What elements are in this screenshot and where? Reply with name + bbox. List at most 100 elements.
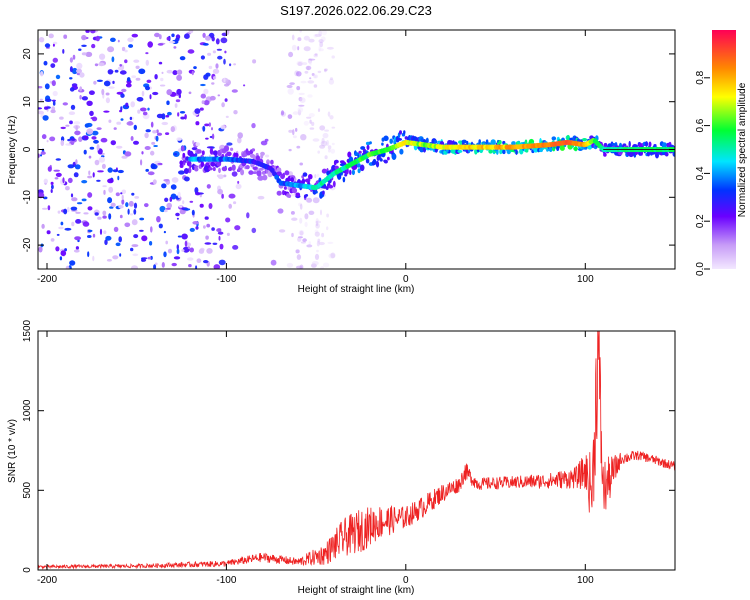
spectrogram-noise-point xyxy=(102,215,107,219)
spectrogram-noise-point xyxy=(38,37,45,43)
spectrogram-noise-point xyxy=(85,30,90,33)
spectrogram-noise-point xyxy=(119,214,123,219)
spectrogram-noise-point xyxy=(72,54,76,60)
spectrogram-noise-point xyxy=(173,256,181,260)
spectrogram-noise-point xyxy=(145,129,151,133)
spectrogram-noise-point xyxy=(124,59,128,64)
spectrogram-noise-point xyxy=(174,103,178,108)
spectrogram-ridge-halo xyxy=(270,159,274,165)
spectrogram-noise-point xyxy=(175,99,181,103)
snr-y-label: SNR (10 * v/v) xyxy=(7,419,18,483)
spectrogram-noise-point xyxy=(314,75,317,79)
spectrogram-noise-point xyxy=(75,211,81,214)
spectrogram-ridge-halo xyxy=(628,140,631,148)
spectrogram-noise-point xyxy=(78,136,83,142)
spectrogram-noise-point xyxy=(74,164,81,170)
spectrogram-noise-point xyxy=(326,226,329,231)
spectrogram-noise-point xyxy=(125,83,132,88)
spectrogram-noise-point xyxy=(71,67,78,75)
spectrogram-noise-point xyxy=(70,193,74,198)
spectrogram-ridge-halo xyxy=(347,151,352,158)
spectrogram-noise-point xyxy=(140,159,143,166)
spectrogram-ridge-halo xyxy=(251,148,256,152)
spectrogram-noise-point xyxy=(121,46,126,52)
spectrogram-noise-point xyxy=(211,36,215,42)
spectrogram-noise-point xyxy=(187,246,191,249)
spectrogram-ridge-halo xyxy=(485,139,489,145)
spectrogram-noise-point xyxy=(131,219,138,226)
spectrogram-noise-point xyxy=(308,58,316,61)
spectrogram-ridge-halo xyxy=(208,167,213,171)
spectrogram-noise-point xyxy=(115,192,120,197)
spectrogram-noise-point xyxy=(87,175,93,179)
spectrogram-noise-point xyxy=(103,189,106,195)
spectrogram-noise-point xyxy=(326,46,334,50)
spectrogram-noise-point xyxy=(315,218,319,224)
spectrogram-noise-point xyxy=(296,86,301,91)
spectrogram-noise-point xyxy=(288,148,292,152)
spectrogram-noise-point xyxy=(235,183,242,190)
spectrogram-noise-point xyxy=(211,227,215,231)
spectrogram-noise-point xyxy=(79,72,85,78)
spectrogram-noise-point xyxy=(318,241,325,246)
spectrogram-noise-point xyxy=(226,142,233,146)
spectrogram-noise-point xyxy=(331,55,335,59)
spectrogram-noise-point xyxy=(187,49,195,54)
spectrogram-noise-point xyxy=(147,41,153,48)
spectrogram-noise-point xyxy=(156,113,164,119)
spectrogram-noise-point xyxy=(98,62,105,67)
snr-x-tick-label: 100 xyxy=(577,575,594,586)
spectrogram-ridge-halo xyxy=(358,150,362,154)
spectrogram-ridge-halo xyxy=(356,163,361,168)
spectrogram-noise-point xyxy=(144,203,149,208)
spectrogram-noise-point xyxy=(106,259,112,262)
spectrogram-noise-point xyxy=(144,132,149,139)
spectrogram-noise-point xyxy=(87,206,93,211)
spectrogram-ridge-halo xyxy=(539,148,543,153)
spectrogram-noise-point xyxy=(308,113,315,118)
spectrogram-noise-point xyxy=(107,197,113,204)
spectrogram-noise-point xyxy=(44,83,50,90)
spectrogram-noise-point xyxy=(237,180,240,184)
spectrogram-noise-point xyxy=(40,71,44,77)
spectrogram-noise-point xyxy=(99,228,103,235)
spectrogram-noise-point xyxy=(91,136,97,140)
spectrogram-noise-point xyxy=(200,93,206,99)
spectrogram-noise-point xyxy=(76,68,82,74)
spectrogram-noise-point xyxy=(309,77,312,80)
spectrogram-noise-point xyxy=(226,232,230,236)
spectrogram-noise-point xyxy=(48,33,54,39)
spectrogram-noise-point xyxy=(54,177,59,180)
spectrogram-noise-point xyxy=(292,111,299,115)
spectrogram-ridge-halo xyxy=(365,158,370,164)
spectrogram-noise-point xyxy=(75,246,79,250)
spectrogram-noise-point xyxy=(69,77,73,80)
spectrogram-noise-point xyxy=(96,79,103,83)
spectrogram-noise-point xyxy=(60,140,65,146)
spectrogram-noise-point xyxy=(103,230,107,234)
spectrogram-noise-point xyxy=(65,143,72,146)
spectrogram-noise-point xyxy=(315,223,320,229)
spectrogram-noise-point xyxy=(320,36,326,42)
spectrogram-noise-point xyxy=(317,238,321,243)
spectrogram-noise-point xyxy=(187,257,194,261)
spectrogram-noise-point xyxy=(47,166,52,172)
spectrogram-noise-point xyxy=(217,55,223,60)
spectrogram-noise-point xyxy=(303,35,310,41)
spectrogram-noise-point xyxy=(309,127,315,130)
spectrogram-noise-point xyxy=(163,179,170,182)
spectrogram-ridge-halo xyxy=(488,149,493,154)
spectrogram-noise-point xyxy=(189,227,195,232)
spectrogram-noise-point xyxy=(152,130,157,134)
spectrogram-ridge-halo xyxy=(221,166,228,172)
spectrogram-noise-point xyxy=(68,111,76,115)
spectrogram-noise-point xyxy=(158,223,163,229)
spectrogram-noise-point xyxy=(195,192,201,196)
spectrogram-noise-point xyxy=(191,70,194,76)
spectrogram-noise-point xyxy=(121,155,128,159)
spectrogram-ridge-halo xyxy=(200,161,205,168)
spectrogram-noise-point xyxy=(307,94,313,98)
spectrogram-ridge-halo xyxy=(295,192,301,197)
spectrogram-noise-point xyxy=(290,193,297,197)
spectrogram-noise-point xyxy=(324,155,328,160)
